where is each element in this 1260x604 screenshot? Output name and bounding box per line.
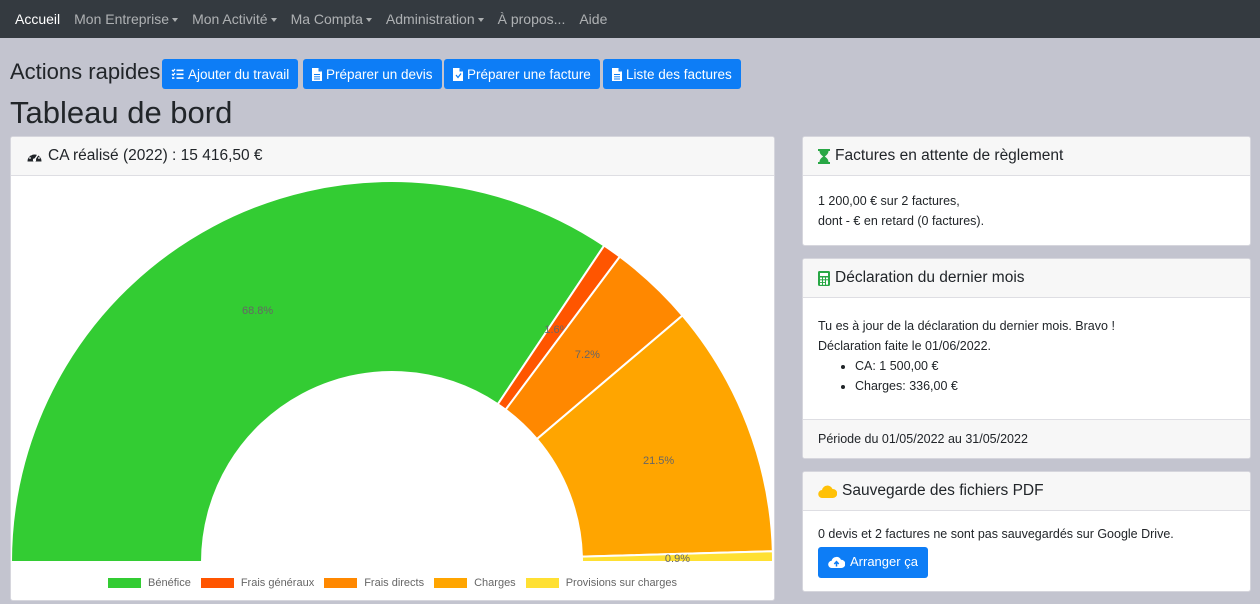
button-label: Préparer un devis [326, 66, 433, 82]
top-navbar: Accueil Mon Entreprise Mon Activité Ma C… [0, 0, 1260, 38]
ca-card: CA réalisé (2022) : 15 416,50 € 68.8% 1.6… [10, 136, 775, 601]
legend-label: Charges [474, 577, 516, 589]
legend-swatch [434, 578, 468, 588]
declaration-card: Déclaration du dernier mois Tu es à jour… [802, 258, 1251, 459]
invoices-late-amount: dont - € en retard (0 factures). [818, 213, 985, 228]
nav-accueil[interactable]: Accueil [8, 11, 67, 27]
legend-label: Frais généraux [240, 577, 315, 589]
nav-label: Aide [579, 11, 608, 27]
declaration-period: Période du 01/05/2022 au 31/05/2022 [818, 432, 1028, 446]
caret-down-icon [270, 18, 277, 22]
nav-ma-compta[interactable]: Ma Compta [284, 11, 379, 27]
chart-data-label-0: 68.8% [242, 305, 273, 317]
file-list-icon [612, 67, 622, 81]
chart-data-label-4: 0.9% [665, 553, 690, 565]
tasks-icon [171, 68, 184, 79]
nav-aide[interactable]: Aide [572, 11, 614, 27]
nav-label: Administration [385, 11, 475, 27]
nav-a-propos[interactable]: À propos... [491, 11, 573, 27]
cloud-upload-icon [828, 556, 845, 568]
page-title: Tableau de bord [10, 95, 233, 130]
chart-data-label-2: 7.2% [575, 349, 600, 361]
chart-data-label-3: 21.5% [643, 455, 674, 467]
chart-slice-0[interactable] [11, 180, 606, 563]
add-work-button[interactable]: Ajouter du travail [162, 59, 299, 89]
invoices-pending-amount: 1 200,00 € sur 2 factures, [818, 194, 960, 208]
invoices-card: Factures en attente de règlement 1 200,0… [802, 136, 1251, 246]
legend-item-3[interactable]: Charges [434, 577, 516, 589]
caret-down-icon [477, 18, 484, 22]
nav-mon-activite[interactable]: Mon Activité [185, 11, 283, 27]
declaration-card-header: Déclaration du dernier mois [803, 259, 1250, 298]
nav-label: Ma Compta [290, 11, 363, 27]
revenue-half-doughnut-chart: 68.8%1.6%7.2%21.5%0.9% [11, 180, 774, 565]
legend-label: Provisions sur charges [565, 577, 677, 589]
legend-label: Frais directs [364, 577, 425, 589]
cloud-icon [818, 485, 837, 498]
nav-label: Mon Activité [192, 11, 268, 27]
legend-swatch [200, 578, 234, 588]
declaration-ca: CA: 1 500,00 € [855, 356, 1235, 376]
legend-item-2[interactable]: Frais directs [324, 577, 424, 589]
button-label: Préparer une facture [467, 66, 591, 82]
chart-slice-4[interactable] [580, 550, 774, 563]
declaration-card-title: Déclaration du dernier mois [835, 269, 1025, 286]
button-label: Liste des factures [626, 66, 732, 82]
caret-down-icon [365, 18, 372, 22]
declaration-date: Déclaration faite le 01/06/2022. [818, 338, 992, 353]
ca-card-title: CA réalisé (2022) : 15 416,50 € [48, 147, 263, 164]
nav-administration[interactable]: Administration [379, 11, 491, 27]
legend-item-4[interactable]: Provisions sur charges [525, 577, 677, 589]
legend-swatch [525, 578, 559, 588]
declaration-status: Tu es à jour de la déclaration du dernie… [818, 319, 1115, 333]
hourglass-icon [818, 148, 830, 164]
backup-status-text: 0 devis et 2 factures ne sont pas sauveg… [818, 527, 1174, 541]
legend-label: Bénéfice [148, 577, 191, 589]
declaration-charges: Charges: 336,00 € [855, 376, 1235, 396]
legend-item-1[interactable]: Frais généraux [200, 577, 315, 589]
ca-card-header: CA réalisé (2022) : 15 416,50 € [11, 137, 774, 176]
fix-backup-button[interactable]: Arranger ça [818, 546, 928, 578]
prepare-quote-button[interactable]: Préparer un devis [303, 59, 442, 89]
prepare-invoice-button[interactable]: Préparer une facture [444, 59, 600, 89]
invoices-card-header: Factures en attente de règlement [803, 137, 1250, 176]
nav-label: Mon Entreprise [74, 11, 170, 27]
backup-card-title: Sauvegarde des fichiers PDF [842, 482, 1044, 499]
invoices-card-title: Factures en attente de règlement [835, 147, 1064, 164]
backup-card: Sauvegarde des fichiers PDF 0 devis et 2… [802, 471, 1251, 592]
legend-swatch [108, 578, 142, 588]
nav-label: À propos... [497, 11, 566, 27]
declaration-card-footer: Période du 01/05/2022 au 31/05/2022 [803, 419, 1250, 458]
legend-item-0[interactable]: Bénéfice [108, 577, 191, 589]
chart-legend: Bénéfice Frais généraux Frais directs Charg… [11, 577, 774, 589]
backup-card-header: Sauvegarde des fichiers PDF [803, 472, 1250, 511]
button-label: Ajouter du travail [188, 66, 290, 82]
invoice-list-button[interactable]: Liste des factures [603, 59, 741, 89]
file-icon [312, 67, 322, 81]
gauge-icon [27, 152, 42, 162]
nav-mon-entreprise[interactable]: Mon Entreprise [67, 11, 185, 27]
file-invoice-icon [453, 67, 463, 81]
declaration-details-list: CA: 1 500,00 € Charges: 336,00 € [818, 356, 1235, 396]
caret-down-icon [172, 18, 179, 22]
nav-label: Accueil [15, 11, 61, 27]
button-label: Arranger ça [850, 554, 918, 570]
legend-swatch [324, 578, 358, 588]
calculator-icon [818, 270, 830, 286]
quick-actions-title: Actions rapides [10, 59, 161, 84]
